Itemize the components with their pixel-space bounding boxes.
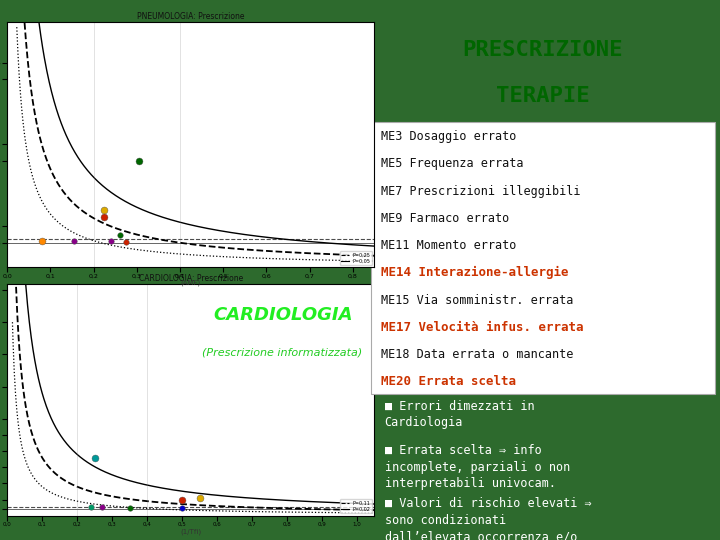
Title: CARDIOLOGIA: Prescrizione: CARDIOLOGIA: Prescrizione [139, 274, 243, 283]
Legend: P=0,11, P=0,02: P=0,11, P=0,02 [340, 500, 372, 513]
Text: (Prescrizione informatizzata): (Prescrizione informatizzata) [202, 347, 363, 357]
Text: ■ Errata scelta ⇒ info
incomplete, parziali o non
interpretabili univocam.: ■ Errata scelta ⇒ info incomplete, parzi… [384, 444, 570, 490]
Text: ME15 Via somministr. errata: ME15 Via somministr. errata [381, 294, 574, 307]
Text: CARDIOLOGIA: CARDIOLOGIA [213, 306, 352, 324]
X-axis label: (1/Tfi): (1/Tfi) [180, 528, 202, 535]
Text: ME5 Frequenza errata: ME5 Frequenza errata [381, 157, 523, 170]
Legend: P=0,25, P=0,05: P=0,25, P=0,05 [340, 251, 372, 265]
Title: PNEUMOLOGIA: Prescrizione: PNEUMOLOGIA: Prescrizione [137, 12, 245, 21]
Text: TERAPIE: TERAPIE [496, 86, 590, 106]
Text: ■ Valori di rischio elevati ⇒
sono condizionati
dall’elevata occorrenza e/o
dall: ■ Valori di rischio elevati ⇒ sono condi… [384, 497, 591, 540]
Text: ME11 Momento errato: ME11 Momento errato [381, 239, 516, 252]
Text: PRESCRIZIONE: PRESCRIZIONE [463, 39, 623, 59]
Text: ME9 Farmaco errato: ME9 Farmaco errato [381, 212, 509, 225]
Text: ■ Errori dimezzati in
Cardiologia: ■ Errori dimezzati in Cardiologia [384, 400, 534, 429]
Text: (Prescrizione cartacea): (Prescrizione cartacea) [215, 71, 351, 84]
Text: ME20 Errata scelta: ME20 Errata scelta [381, 375, 516, 388]
Text: ME7 Prescrizioni illeggibili: ME7 Prescrizioni illeggibili [381, 185, 580, 198]
Text: PNEUMOLOGIA: PNEUMOLOGIA [202, 32, 364, 51]
X-axis label: (AMF): (AMF) [181, 280, 201, 286]
Text: ME3 Dosaggio errato: ME3 Dosaggio errato [381, 130, 516, 143]
Text: ME18 Data errata o mancante: ME18 Data errata o mancante [381, 348, 574, 361]
Text: ME17 Velocità infus. errata: ME17 Velocità infus. errata [381, 321, 584, 334]
FancyBboxPatch shape [371, 122, 715, 394]
Text: ME14 Interazione-allergie: ME14 Interazione-allergie [381, 266, 569, 279]
